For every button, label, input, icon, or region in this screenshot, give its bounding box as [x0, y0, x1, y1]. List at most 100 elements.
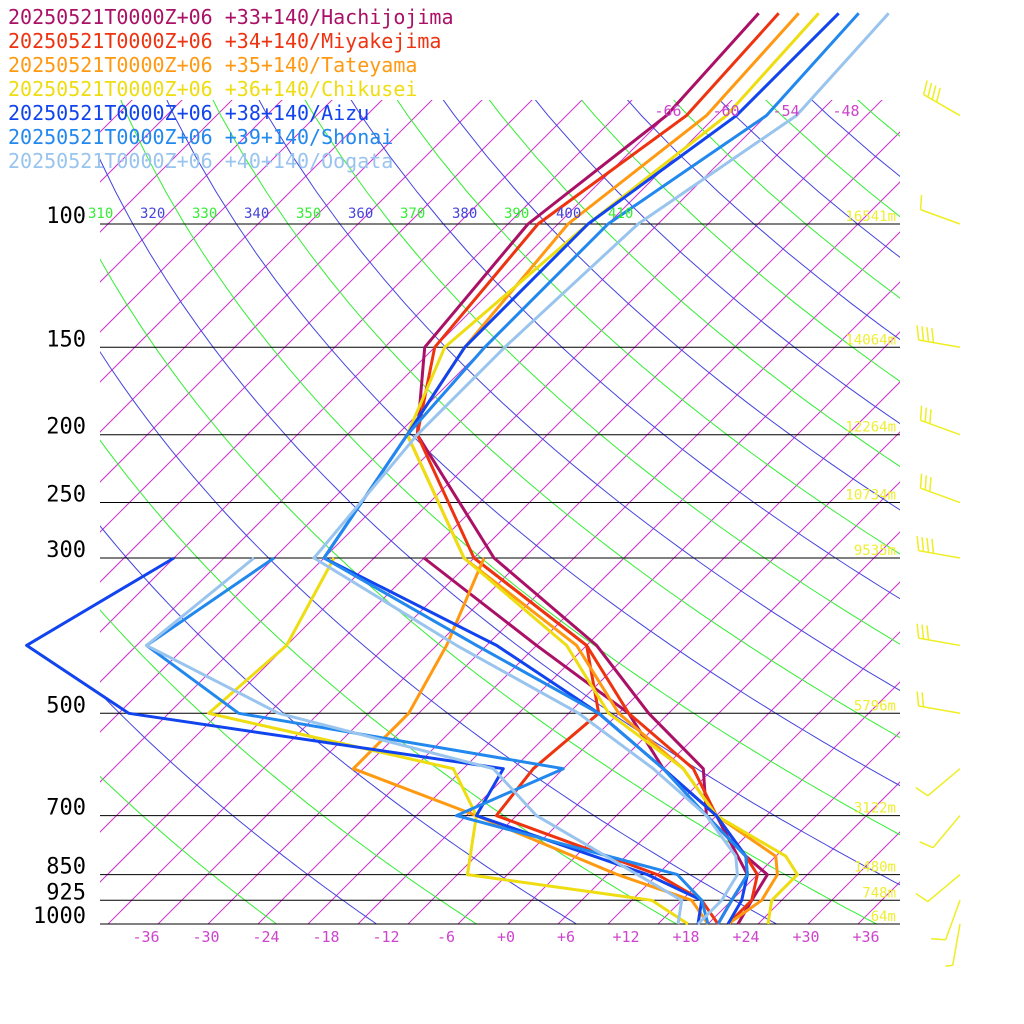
wind-barb [915, 768, 961, 797]
adiabat-line [534, 100, 900, 425]
theta-label: 320 [140, 206, 165, 222]
dewpoint-line [473, 556, 720, 925]
adiabat-line [100, 609, 478, 924]
legend-entry: 20250521T0000Z+06 +38+140/Aizu [8, 101, 369, 125]
isotherm-line [100, 100, 483, 483]
isotherm-line [307, 331, 900, 924]
wind-barb [945, 923, 961, 967]
wind-barb [919, 405, 961, 436]
adiabat-line [396, 100, 900, 555]
legend-entry: 20250521T0000Z+06 +33+140/Hachijojima [8, 5, 454, 29]
isotherm-line [100, 100, 583, 583]
isotherm-line [100, 100, 633, 633]
wind-barb [919, 815, 961, 849]
isobar-lines [100, 223, 900, 925]
theta-label: 370 [400, 206, 425, 222]
isotherm-line [207, 231, 900, 924]
wind-barb [919, 195, 961, 225]
wind-barb [916, 691, 961, 715]
theta-label: 410 [608, 206, 633, 222]
temperature-tick-label: -6 [437, 928, 455, 946]
legend-entry: 20250521T0000Z+06 +39+140/Shonai [8, 125, 393, 149]
isotherm-line [0, 69, 13, 939]
upper-temperature-label: -60 [712, 102, 739, 120]
temperature-tick-label: +18 [672, 928, 699, 946]
temperature-line [415, 12, 780, 926]
isotherm-line [100, 100, 433, 433]
temperature-tick-label: +30 [792, 928, 819, 946]
upper-temperature-label: -66 [654, 102, 681, 120]
adiabat-line [166, 100, 900, 787]
legend-entry: 20250521T0000Z+06 +40+140/Oogata [8, 149, 393, 173]
isotherm-line [100, 100, 383, 383]
isotherm-line [757, 781, 900, 924]
wind-barbs [915, 80, 961, 967]
height-label: 5796m [854, 698, 896, 714]
pressure-label: 300 [46, 538, 86, 563]
temperature-tick-label: -18 [312, 928, 339, 946]
adiabat-line [100, 350, 778, 924]
adiabat-line [350, 100, 900, 600]
isotherm-line [707, 731, 900, 924]
adiabat-line [304, 100, 900, 645]
isotherm-line [100, 100, 733, 733]
temperature-line [405, 12, 820, 925]
temperature-line [322, 12, 860, 925]
dewpoint-line [207, 557, 689, 926]
pressure-label: 250 [46, 483, 86, 508]
height-label: 1480m [854, 860, 896, 876]
isotherm-line [100, 100, 283, 283]
isotherm-line [557, 581, 900, 924]
height-label: 12264m [845, 420, 896, 436]
temperature-tick-label: -12 [372, 928, 399, 946]
dewpoint-line [25, 556, 704, 925]
height-label: 64m [871, 909, 896, 925]
pressure-label: 100 [46, 204, 86, 229]
isotherm-line [107, 131, 900, 924]
pressure-label: 925 [46, 880, 86, 905]
height-label: 14064m [845, 332, 896, 348]
theta-label: 340 [244, 206, 269, 222]
isotherm-line [993, 69, 1024, 939]
wind-barb [916, 536, 961, 559]
wind-barb [919, 473, 961, 504]
wind-barb [916, 325, 961, 349]
temperature-tick-label: -24 [252, 928, 279, 946]
theta-label: 310 [88, 206, 113, 222]
temperature-line [415, 12, 769, 925]
temperature-line [312, 12, 890, 926]
isotherm-line [607, 631, 900, 924]
isotherm-line [943, 69, 1024, 939]
temperature-tick-label: +6 [557, 928, 575, 946]
legend-entry: 20250521T0000Z+06 +36+140/Chikusei [8, 77, 417, 101]
pressure-label: 500 [46, 693, 86, 718]
adiabat-line [488, 100, 900, 468]
isotherm-line [507, 531, 900, 924]
legend: 20250521T0000Z+06 +33+140/Hachijojima 202… [8, 5, 454, 173]
temperature-tick-label: +0 [497, 928, 515, 946]
adiabat-line [442, 100, 900, 511]
adiabat-line [100, 775, 278, 924]
isotherm-line [257, 281, 900, 924]
temperature-line [405, 12, 800, 926]
upper-temperature-label: -54 [772, 102, 799, 120]
sounding-series [25, 12, 890, 926]
isotherm-line [100, 100, 883, 883]
isotherm-line [157, 181, 900, 924]
legend-entry: 20250521T0000Z+06 +35+140/Tateyama [8, 53, 417, 77]
adiabat-line [100, 692, 378, 924]
temperature-tick-label: +24 [732, 928, 759, 946]
pressure-label: 850 [46, 855, 86, 880]
isotherm-line [657, 681, 900, 924]
adiabat-line [212, 100, 900, 739]
isotherm-line [457, 481, 900, 924]
isotherm-line [100, 100, 833, 833]
height-label: 9535m [854, 543, 896, 559]
isotherm-line [893, 69, 1024, 939]
dewpoint-line [351, 557, 710, 925]
pressure-label: 150 [46, 327, 86, 352]
theta-label: 330 [192, 206, 217, 222]
theta-label: 350 [296, 206, 321, 222]
